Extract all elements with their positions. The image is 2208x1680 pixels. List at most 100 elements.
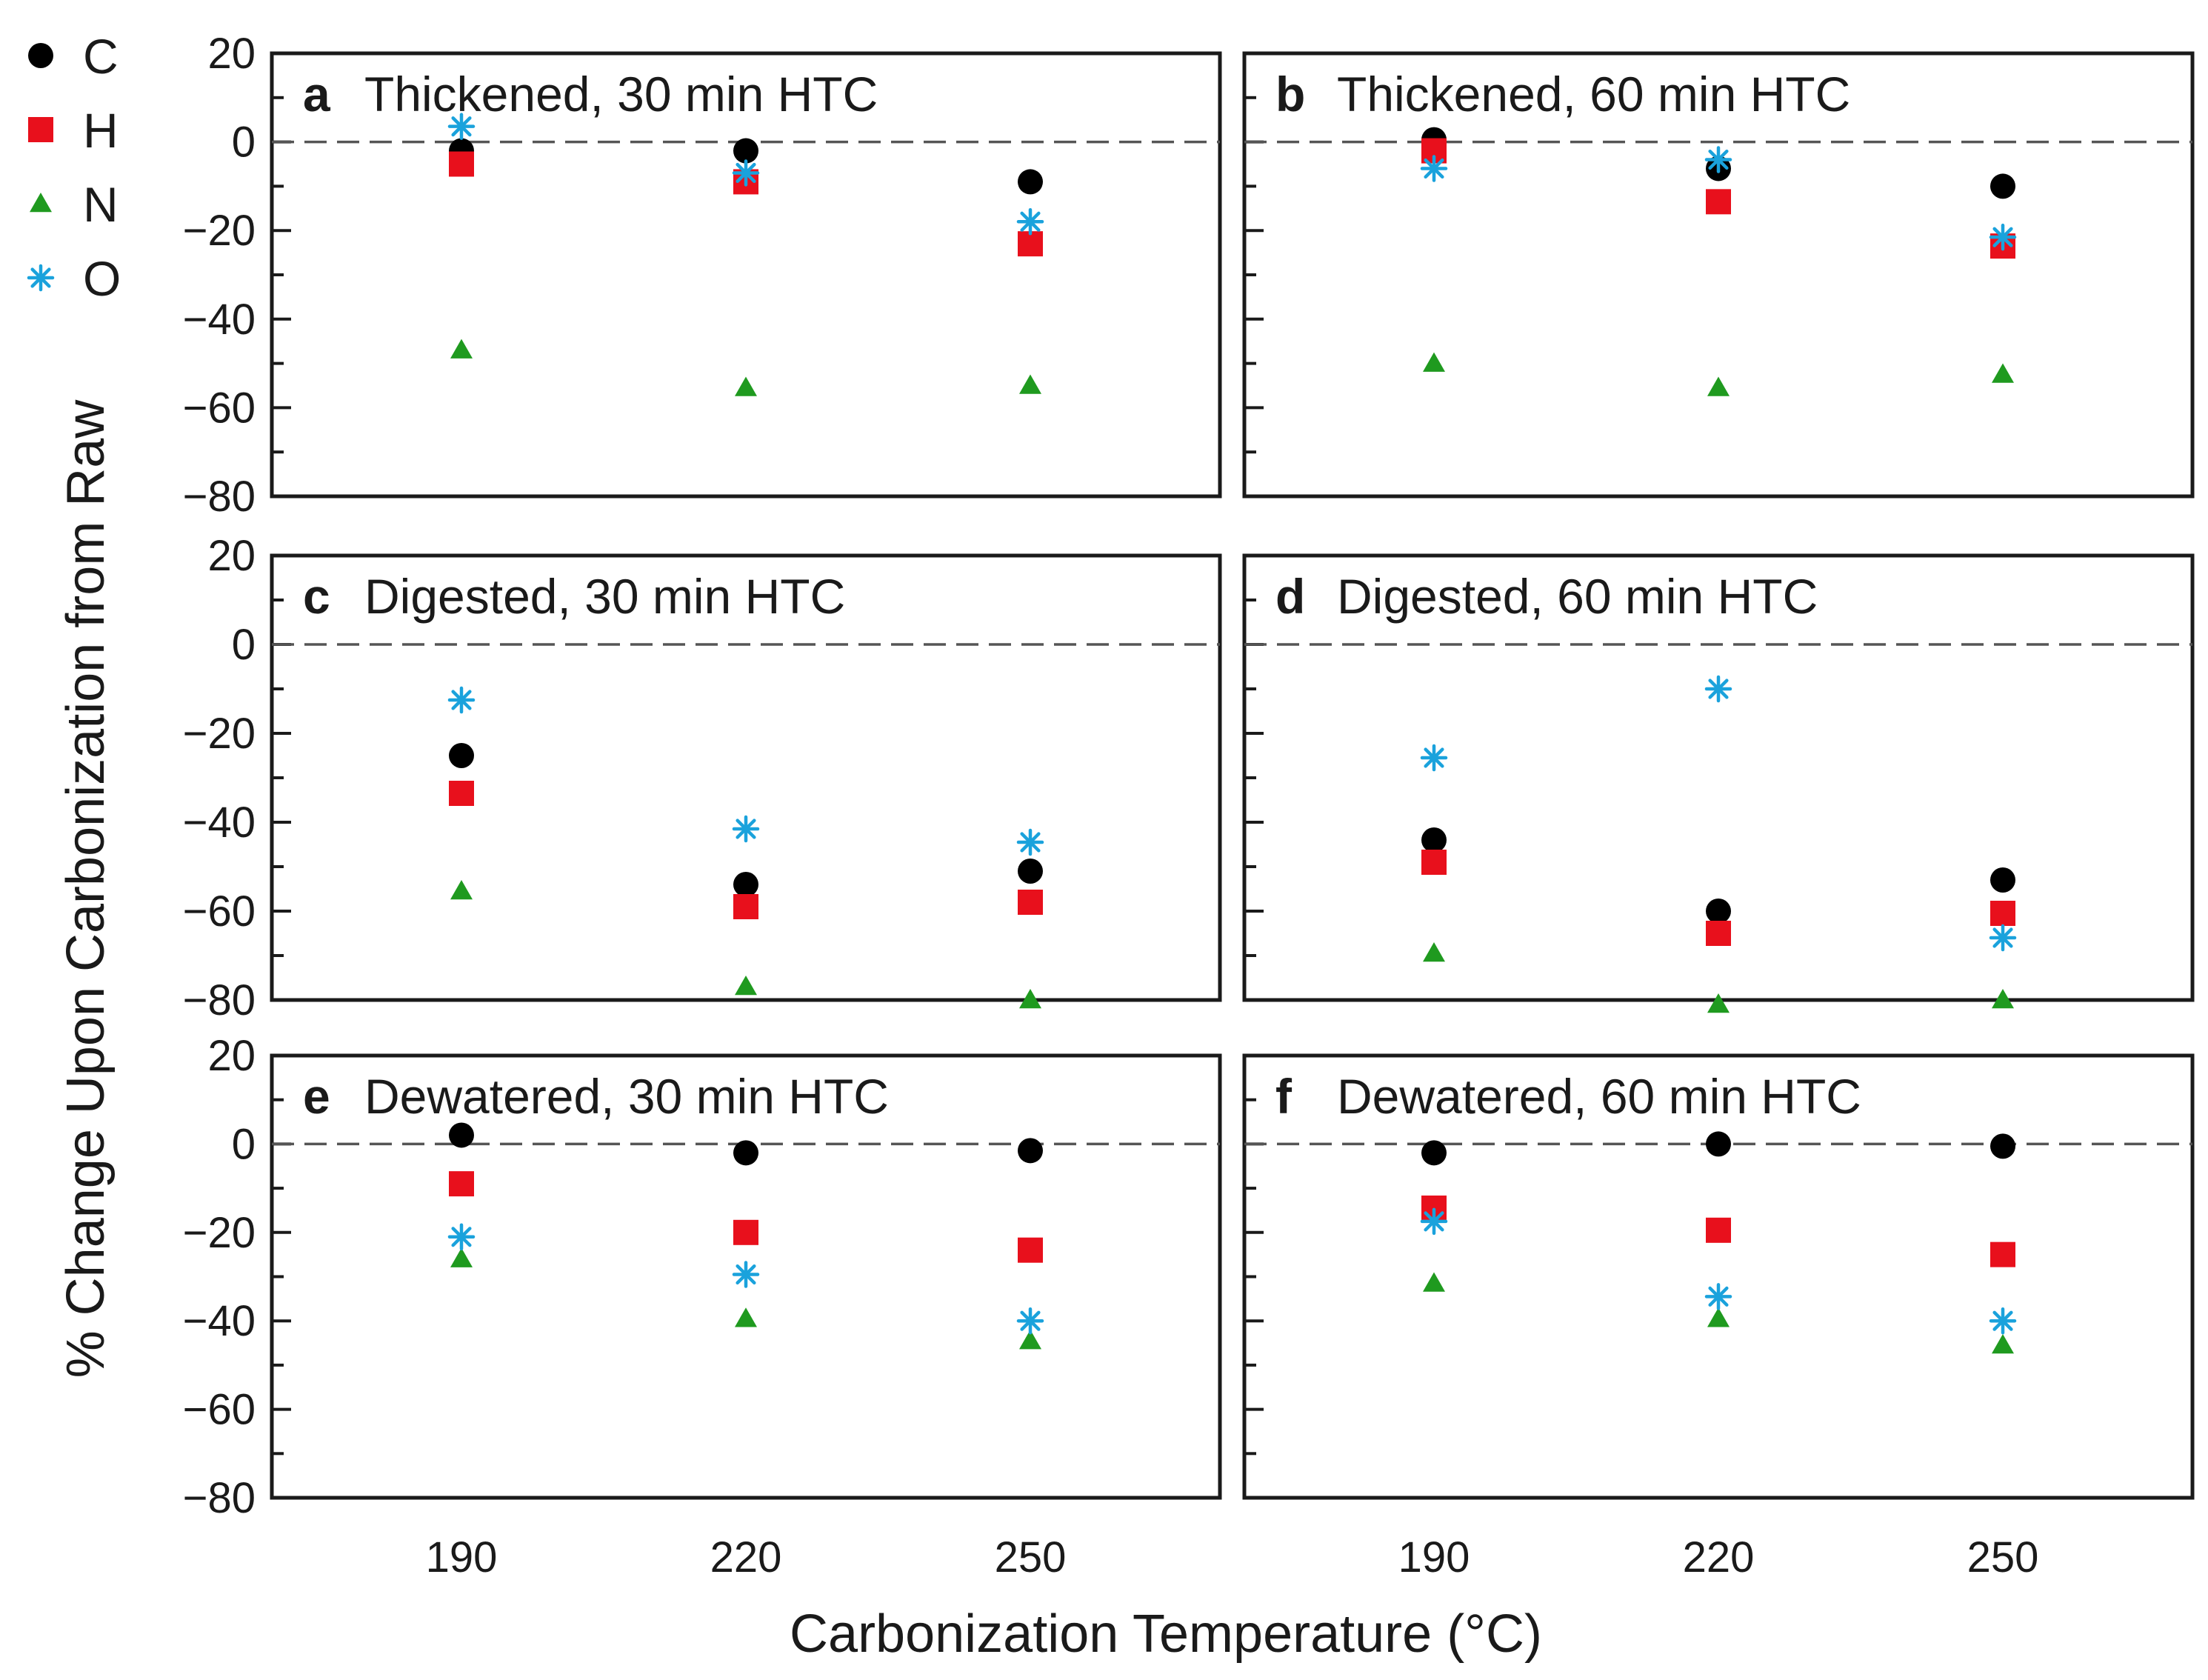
point-c-220 [733, 138, 758, 164]
point-c-250 [1018, 1138, 1043, 1164]
point-o-220 [1704, 1283, 1732, 1310]
panel-title: Digested, 30 min HTC [364, 569, 845, 624]
point-h-250 [1018, 890, 1043, 915]
y-tick-label: 0 [232, 119, 256, 167]
point-o-190 [447, 686, 476, 714]
point-n-250 [1019, 989, 1041, 1009]
point-h-220 [733, 1219, 758, 1245]
y-tick-label: 20 [207, 532, 256, 580]
x-tick-label: 220 [1683, 1533, 1755, 1581]
point-h-190 [449, 781, 474, 806]
point-c-250 [1990, 867, 2015, 893]
point-o-220 [1704, 146, 1732, 173]
y-tick-label: −20 [183, 1209, 256, 1257]
y-tick-label: −40 [183, 799, 256, 847]
point-c-190 [449, 743, 474, 768]
point-o-190 [1420, 1207, 1448, 1236]
y-tick-label: 0 [232, 1120, 256, 1168]
point-n-220 [735, 376, 757, 396]
point-c-190 [449, 1122, 474, 1148]
panel-tag: f [1275, 1069, 1293, 1124]
x-tick-label: 250 [1967, 1533, 2039, 1581]
point-c-250 [1990, 1133, 2015, 1159]
point-n-220 [1707, 1307, 1730, 1327]
y-tick-label: −60 [183, 384, 256, 432]
point-o-220 [732, 815, 760, 843]
y-tick-label: −40 [183, 1297, 256, 1345]
point-n-220 [735, 976, 757, 996]
panel-title: Thickened, 60 min HTC [1337, 67, 1850, 121]
point-o-250 [1989, 223, 2017, 251]
point-n-250 [1019, 374, 1041, 394]
point-o-250 [1016, 1307, 1044, 1335]
legend-label-o: O [83, 251, 121, 306]
y-tick-label: 20 [207, 1032, 256, 1080]
point-n-190 [1423, 942, 1445, 962]
y-tick-label: −60 [183, 887, 256, 936]
point-o-250 [1989, 1307, 2017, 1335]
x-tick-label: 190 [1398, 1533, 1470, 1581]
legend-label-n: N [83, 177, 119, 232]
panel-d: d Digested, 60 min HTC [1242, 553, 2195, 1013]
point-h-220 [1706, 1217, 1731, 1243]
panel-tag: c [303, 569, 330, 624]
point-c-250 [1018, 169, 1043, 195]
point-h-220 [1706, 189, 1731, 215]
legend-marker-o [27, 264, 55, 292]
x-tick-label: 190 [426, 1533, 498, 1581]
point-o-190 [1420, 155, 1448, 182]
y-tick-label: −20 [183, 207, 256, 255]
point-n-250 [1992, 1334, 2014, 1354]
legend-label-h: H [83, 103, 119, 158]
legend-marker-c [28, 43, 53, 68]
point-o-220 [732, 159, 760, 187]
panel-tag: b [1275, 67, 1305, 121]
point-o-250 [1989, 924, 2017, 952]
point-h-220 [1706, 921, 1731, 946]
point-o-250 [1016, 207, 1044, 236]
point-c-190 [1421, 827, 1447, 853]
point-h-190 [449, 151, 474, 177]
point-c-250 [1018, 859, 1043, 884]
panel-e: 20 0 −20 −40 −60 −80 e Dewatered, 30 min HTC 190… [183, 1032, 1222, 1581]
point-n-190 [1423, 352, 1445, 372]
point-n-190 [450, 880, 473, 900]
point-c-220 [1706, 1131, 1731, 1157]
panel-c: 20 0 −20 −40 −60 −80 c Digested, 30 min HTC [183, 532, 1222, 1024]
panel-title: Digested, 60 min HTC [1337, 569, 1818, 624]
point-n-220 [1707, 993, 1730, 1013]
y-tick-label: 0 [232, 621, 256, 669]
panels: 20 0 −20 −40 −60 −80 a Thickened, 30 min HTC b Th… [183, 30, 2195, 1581]
point-n-250 [1992, 363, 2014, 383]
point-o-250 [1016, 828, 1044, 856]
panel-title: Thickened, 30 min HTC [364, 67, 878, 121]
point-h-190 [449, 1171, 474, 1197]
point-c-220 [733, 872, 758, 897]
point-n-220 [1707, 376, 1730, 396]
legend-label-c: C [83, 29, 119, 84]
point-c-220 [1706, 899, 1731, 924]
point-o-190 [447, 113, 476, 140]
y-tick-label: 20 [207, 30, 256, 78]
y-tick-label: −80 [183, 976, 256, 1024]
point-h-190 [1421, 850, 1447, 875]
point-o-220 [732, 1261, 760, 1288]
point-n-190 [450, 1247, 473, 1267]
point-c-190 [1421, 1140, 1447, 1166]
panel-tag: d [1275, 569, 1305, 624]
x-tick-label: 220 [710, 1533, 782, 1581]
panel-title: Dewatered, 30 min HTC [364, 1069, 889, 1124]
panel-a: 20 0 −20 −40 −60 −80 a Thickened, 30 min HTC [183, 30, 1222, 521]
point-o-220 [1704, 675, 1732, 703]
panel-f: f Dewatered, 60 min HTC 190 220 250 [1242, 1053, 2195, 1581]
point-n-220 [735, 1307, 757, 1327]
y-tick-label: −20 [183, 710, 256, 758]
legend-marker-h [28, 117, 53, 142]
y-tick-label: −80 [183, 473, 256, 521]
panel-tag: a [303, 67, 331, 121]
x-axis-title: Carbonization Temperature (°C) [790, 1604, 1542, 1664]
panel-b: b Thickened, 60 min HTC [1242, 51, 2195, 499]
point-o-190 [447, 1223, 476, 1251]
